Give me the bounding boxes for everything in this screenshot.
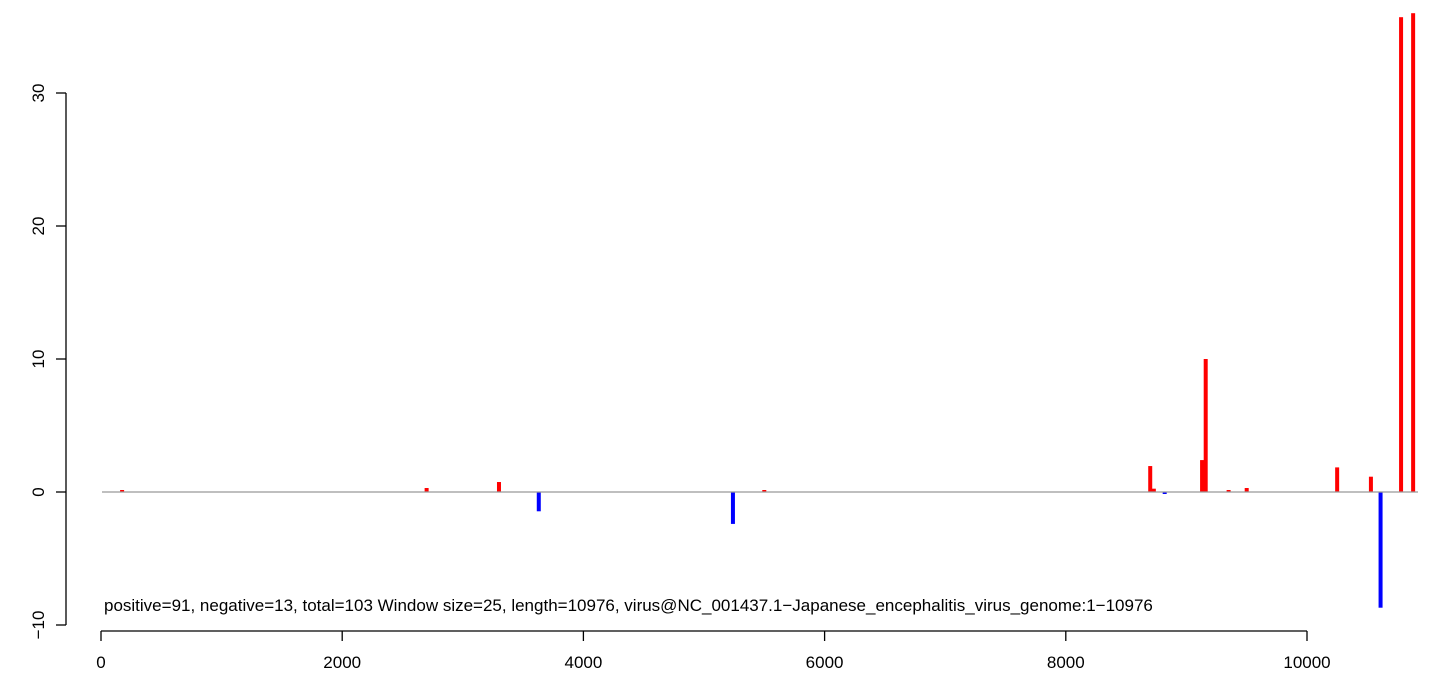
y-tick-label: 0: [29, 487, 48, 496]
bar-positive-5: [1151, 488, 1156, 492]
bar-positive-9: [1244, 488, 1249, 492]
x-tick-label: 8000: [1047, 653, 1085, 672]
bar-positive-7: [1203, 359, 1208, 492]
x-axis: 0 2000 4000 6000 8000 10000: [96, 630, 1331, 672]
bar-negative-2: [1162, 492, 1167, 494]
x-tick-label: 6000: [806, 653, 844, 672]
y-tick-label: 10: [29, 350, 48, 369]
x-tick-label: 0: [96, 653, 105, 672]
y-tick-label: 30: [29, 84, 48, 103]
bar-positive-13: [1411, 13, 1416, 492]
bar-positive-0: [120, 490, 125, 492]
bar-positive-8: [1226, 490, 1231, 492]
bar-positive-12: [1399, 17, 1404, 492]
y-tick-label: −10: [29, 611, 48, 640]
bars-group: [120, 13, 1416, 608]
y-axis: −10 0 10 20 30: [29, 84, 67, 640]
chart-annotation: positive=91, negative=13, total=103 Wind…: [104, 596, 1153, 615]
bar-positive-10: [1335, 467, 1340, 492]
bar-negative-1: [730, 492, 735, 524]
bar-negative-3: [1378, 492, 1383, 608]
bar-positive-2: [496, 482, 501, 492]
bar-positive-1: [424, 488, 429, 492]
bar-positive-3: [762, 490, 767, 492]
bar-positive-11: [1368, 476, 1373, 492]
x-tick-label: 4000: [564, 653, 602, 672]
x-tick-label: 2000: [323, 653, 361, 672]
x-tick-label: 10000: [1283, 653, 1330, 672]
bar-positive-6: [1200, 460, 1205, 492]
bar-positive-4: [1148, 466, 1153, 492]
y-tick-label: 20: [29, 217, 48, 236]
bar-negative-0: [536, 492, 541, 512]
